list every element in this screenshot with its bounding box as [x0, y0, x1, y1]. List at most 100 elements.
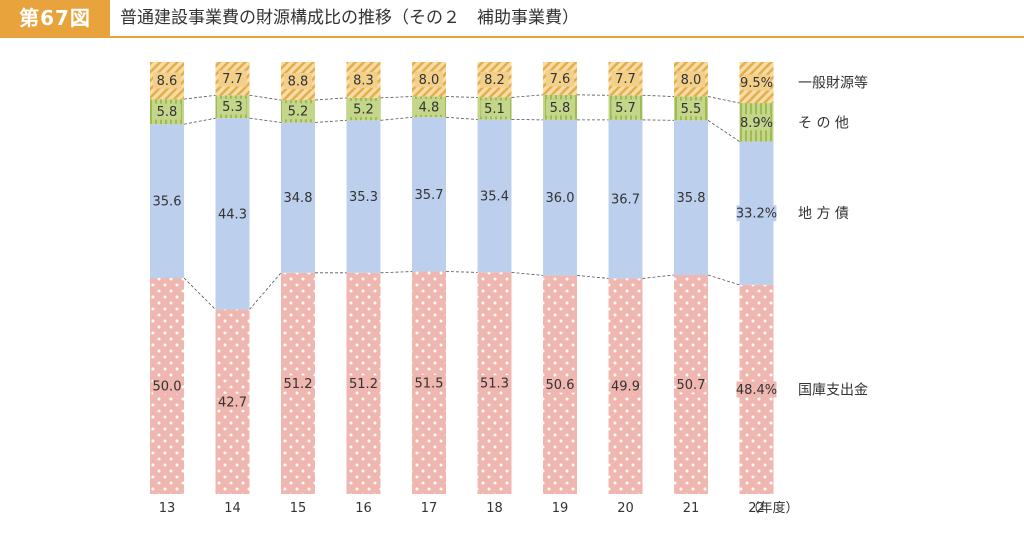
- connector-line: [642, 274, 675, 279]
- data-label: 4.8: [419, 100, 440, 115]
- data-label: 5.3: [222, 100, 243, 115]
- data-label: 49.9: [611, 380, 640, 395]
- data-label-background: [611, 191, 640, 208]
- data-label: 5.8: [157, 105, 178, 120]
- category-tick-label: 18: [486, 501, 503, 516]
- data-label: 42.7: [218, 395, 247, 410]
- data-label-background: [546, 189, 574, 206]
- data-label-background: [153, 103, 181, 120]
- data-label: 5.2: [353, 103, 374, 118]
- figure-header: 第67図 普通建設事業費の財源構成比の推移（その２ 補助事業費）: [0, 0, 1024, 38]
- data-label-background: [284, 73, 312, 90]
- data-label: 48.4%: [736, 383, 777, 398]
- data-label-background: [349, 101, 378, 118]
- data-label-background: [736, 205, 777, 222]
- connector-line: [249, 272, 282, 310]
- data-label: 35.6: [153, 195, 182, 210]
- data-label-background: [677, 100, 705, 117]
- data-label-background: [736, 381, 777, 398]
- category-tick-label: 16: [355, 501, 372, 516]
- category-tick-label: 21: [683, 501, 700, 516]
- data-label: 35.3: [349, 190, 378, 205]
- legend-entry: そ の 他: [798, 115, 849, 131]
- data-label-background: [218, 98, 247, 115]
- connector-line: [380, 271, 413, 274]
- data-label-background: [546, 99, 574, 116]
- category-labels: 13 14 15 16 17 18 19 20 21 22（年度）: [159, 500, 799, 516]
- connector-line: [511, 94, 544, 98]
- category-tick-label: 22: [748, 501, 765, 516]
- data-label-background: [611, 99, 640, 116]
- category-tick-label: 15: [290, 501, 307, 516]
- data-label: 5.8: [550, 101, 571, 116]
- connector-line: [576, 275, 609, 279]
- data-label: 5.1: [484, 102, 505, 117]
- figure-title: 普通建設事業費の財源構成比の推移（その２ 補助事業費）: [120, 8, 579, 28]
- connector-line: [707, 119, 740, 142]
- connector-line: [183, 117, 216, 125]
- connector-line: [183, 277, 216, 310]
- figure-number-badge: 第67図: [0, 0, 110, 36]
- connector-line: [707, 274, 740, 286]
- data-label: 8.6: [157, 74, 178, 89]
- bars-group: [150, 62, 774, 494]
- data-label: 5.2: [288, 105, 309, 120]
- data-label: 50.6: [546, 378, 575, 393]
- data-label-background: [218, 393, 247, 410]
- category-tick-label: 13: [159, 501, 176, 516]
- connector-line: [249, 117, 282, 123]
- data-label: 51.3: [480, 377, 509, 392]
- category-tick-label: 17: [421, 501, 438, 516]
- data-label: 7.7: [222, 72, 243, 87]
- legend-entry: 国庫支出金: [798, 381, 868, 398]
- header-divider: [0, 36, 1024, 38]
- connector-line: [314, 119, 347, 123]
- data-label: 51.5: [415, 376, 444, 391]
- data-label: 35.8: [677, 191, 706, 206]
- data-label-background: [742, 74, 771, 91]
- series-legend: 国庫支出金 地 方 債 そ の 他 一般財源等: [798, 75, 868, 399]
- data-label: 5.7: [615, 101, 636, 116]
- data-label: 7.6: [550, 72, 571, 87]
- connector-lines: [183, 94, 740, 310]
- data-label: 8.2: [484, 73, 505, 88]
- connector-line: [380, 96, 413, 99]
- category-tick-label: 19: [552, 501, 569, 516]
- data-label: 44.3: [218, 207, 247, 222]
- category-tick-label: 14: [224, 501, 241, 516]
- data-label: 33.2%: [736, 207, 777, 222]
- data-label-background: [480, 100, 509, 117]
- data-label-background: [611, 378, 640, 395]
- data-label-background: [415, 71, 443, 88]
- data-label: 36.7: [611, 193, 640, 208]
- data-label: 51.2: [349, 377, 378, 392]
- data-label-background: [153, 378, 181, 394]
- data-label: 35.7: [415, 188, 444, 203]
- data-label-background: [415, 374, 443, 391]
- connector-line: [445, 96, 478, 98]
- connector-line: [445, 271, 478, 273]
- connector-line: [511, 271, 544, 276]
- data-label-background: [349, 375, 378, 392]
- data-label: 9.5%: [740, 76, 773, 91]
- data-label-background: [284, 103, 312, 120]
- data-label: 51.2: [284, 377, 313, 392]
- data-label: 8.9%: [740, 116, 773, 131]
- connector-line: [380, 116, 413, 121]
- connector-line: [445, 116, 478, 120]
- data-label-background: [415, 186, 443, 203]
- data-label: 8.3: [353, 73, 374, 88]
- data-label: 8.0: [681, 73, 702, 88]
- legend-entry: 地 方 債: [798, 206, 849, 222]
- data-label: 36.0: [546, 191, 575, 206]
- data-label-background: [218, 70, 247, 87]
- data-label: 50.7: [677, 378, 706, 393]
- data-label-background: [677, 376, 705, 393]
- connector-line: [707, 96, 740, 104]
- data-label: 5.5: [681, 102, 702, 117]
- x-unit-label: （年度）: [746, 500, 798, 516]
- data-label-background: [218, 205, 247, 222]
- data-label: 7.7: [615, 72, 636, 87]
- segment-labels: 50.0 35.6 5.8 8.6 42.7 44.3 5.3 7.7 51.2 34.8 5.2 8…: [153, 70, 777, 410]
